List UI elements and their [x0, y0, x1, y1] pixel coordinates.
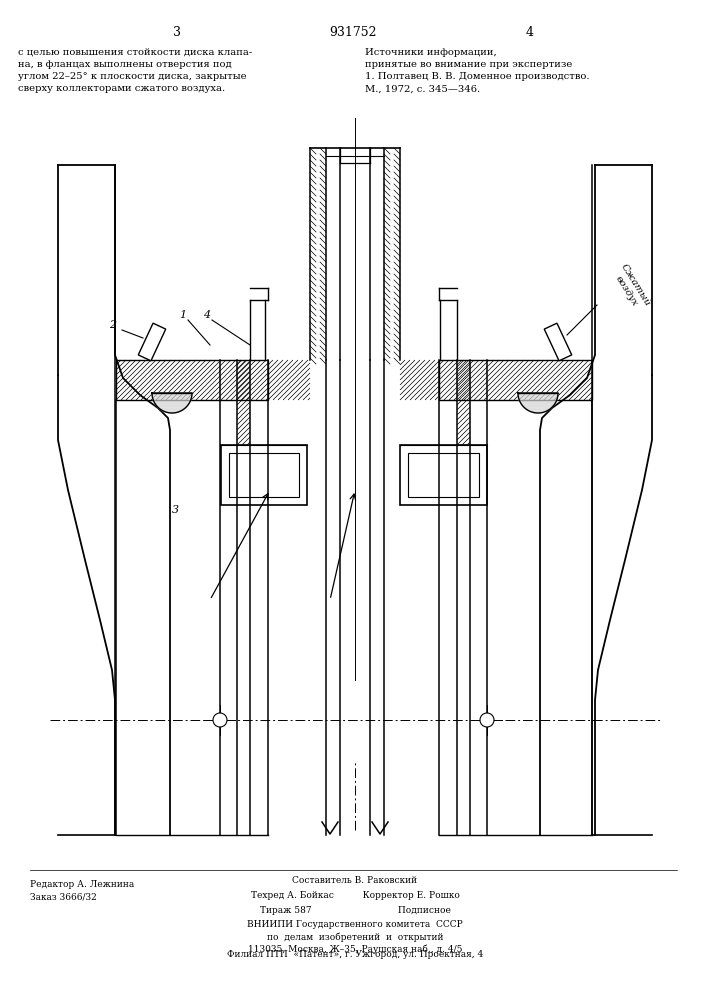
Text: 1: 1 [180, 310, 187, 320]
Text: Источники информации,
принятые во внимание при экспертизе
1. Полтавец В. В. Доме: Источники информации, принятые во вниман… [365, 48, 590, 93]
Circle shape [480, 713, 494, 727]
Bar [439, 360, 592, 400]
Polygon shape [518, 393, 558, 413]
Bar [221, 445, 307, 505]
Text: Редактор А. Лежнина
Заказ 3666/32: Редактор А. Лежнина Заказ 3666/32 [30, 880, 134, 902]
Text: 3: 3 [173, 26, 181, 39]
Text: 931752: 931752 [329, 26, 377, 39]
Text: Тираж 587                              Подписное: Тираж 587 Подписное [259, 906, 450, 915]
Text: Составитель В. Раковский: Составитель В. Раковский [293, 876, 418, 885]
Polygon shape [139, 323, 165, 361]
Bar [400, 445, 487, 505]
Text: Сжатый
воздух: Сжатый воздух [610, 263, 652, 313]
Bar [229, 453, 299, 497]
Text: Филиал ПТП  «Патент», г. Ужгород, ул. Проектная, 4: Филиал ПТП «Патент», г. Ужгород, ул. Про… [227, 950, 483, 959]
Text: 3: 3 [171, 505, 179, 515]
Text: Техред А. Бойкас          Корректор Е. Рошко: Техред А. Бойкас Корректор Е. Рошко [250, 891, 460, 900]
Polygon shape [152, 393, 192, 413]
Text: ВНИИПИ Государственного комитета  СССР
по  делам  изобретений  и  открытий
11303: ВНИИПИ Государственного комитета СССР по… [247, 920, 463, 954]
Text: 4: 4 [204, 310, 211, 320]
Circle shape [213, 713, 227, 727]
Bar [116, 360, 268, 400]
Text: 4: 4 [526, 26, 534, 39]
Text: с целью повышения стойкости диска клапа-
на, в фланцах выполнены отверстия под
у: с целью повышения стойкости диска клапа-… [18, 48, 252, 93]
Text: 2: 2 [110, 320, 117, 330]
Polygon shape [544, 323, 572, 361]
Bar [408, 453, 479, 497]
